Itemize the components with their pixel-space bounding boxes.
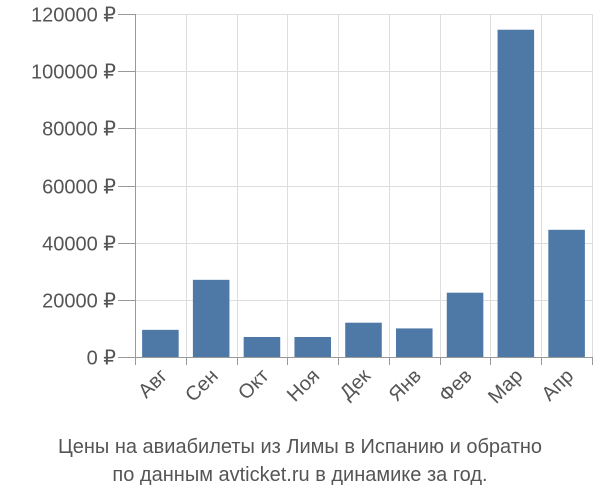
bar-9: [548, 229, 585, 357]
bar-3: [243, 336, 281, 357]
y-tick-label: 100000 ₽: [31, 62, 116, 84]
bars: [142, 29, 585, 358]
bar-4: [294, 336, 332, 357]
x-tick-label: Мар: [484, 365, 527, 408]
y-tick-labels: 0 ₽ 20000 ₽ 40000 ₽ 60000 ₽ 80000 ₽ 100000 ₽ 1…: [31, 5, 116, 370]
grid: [135, 14, 593, 358]
x-tick-label: Сен: [181, 365, 222, 406]
y-tick-label: 40000 ₽: [42, 234, 116, 256]
x-tick-label: Янв: [385, 365, 426, 406]
x-tick-label: Ноя: [283, 365, 324, 406]
x-tick-label: Апр: [538, 365, 579, 406]
bar-7: [446, 292, 484, 357]
y-tick-label: 120000 ₽: [31, 5, 116, 27]
y-tick-label: 60000 ₽: [42, 177, 116, 199]
bar-1: [142, 329, 179, 357]
bar-6: [395, 328, 433, 357]
bar-8: [497, 29, 535, 358]
chart-caption-line-2: по данным avticket.ru в динамике за год.: [112, 464, 488, 486]
x-tick-label: Окт: [234, 365, 273, 404]
axes: [118, 14, 593, 365]
y-tick-label: 0 ₽: [87, 348, 117, 370]
x-tick-label: Дек: [336, 365, 375, 404]
bar-5: [345, 322, 382, 357]
y-tick-label: 80000 ₽: [42, 119, 116, 141]
x-tick-label: Фев: [435, 365, 477, 407]
bar-2: [192, 279, 230, 357]
x-tick-labels: Авг Сен Окт Ноя Дек Янв Фев Мар Апр: [134, 365, 578, 408]
x-tick-label: Авг: [134, 365, 172, 403]
chart-caption-line-1: Цены на авиабилеты из Лимы в Испанию и о…: [57, 436, 543, 458]
y-tick-label: 20000 ₽: [42, 291, 116, 313]
